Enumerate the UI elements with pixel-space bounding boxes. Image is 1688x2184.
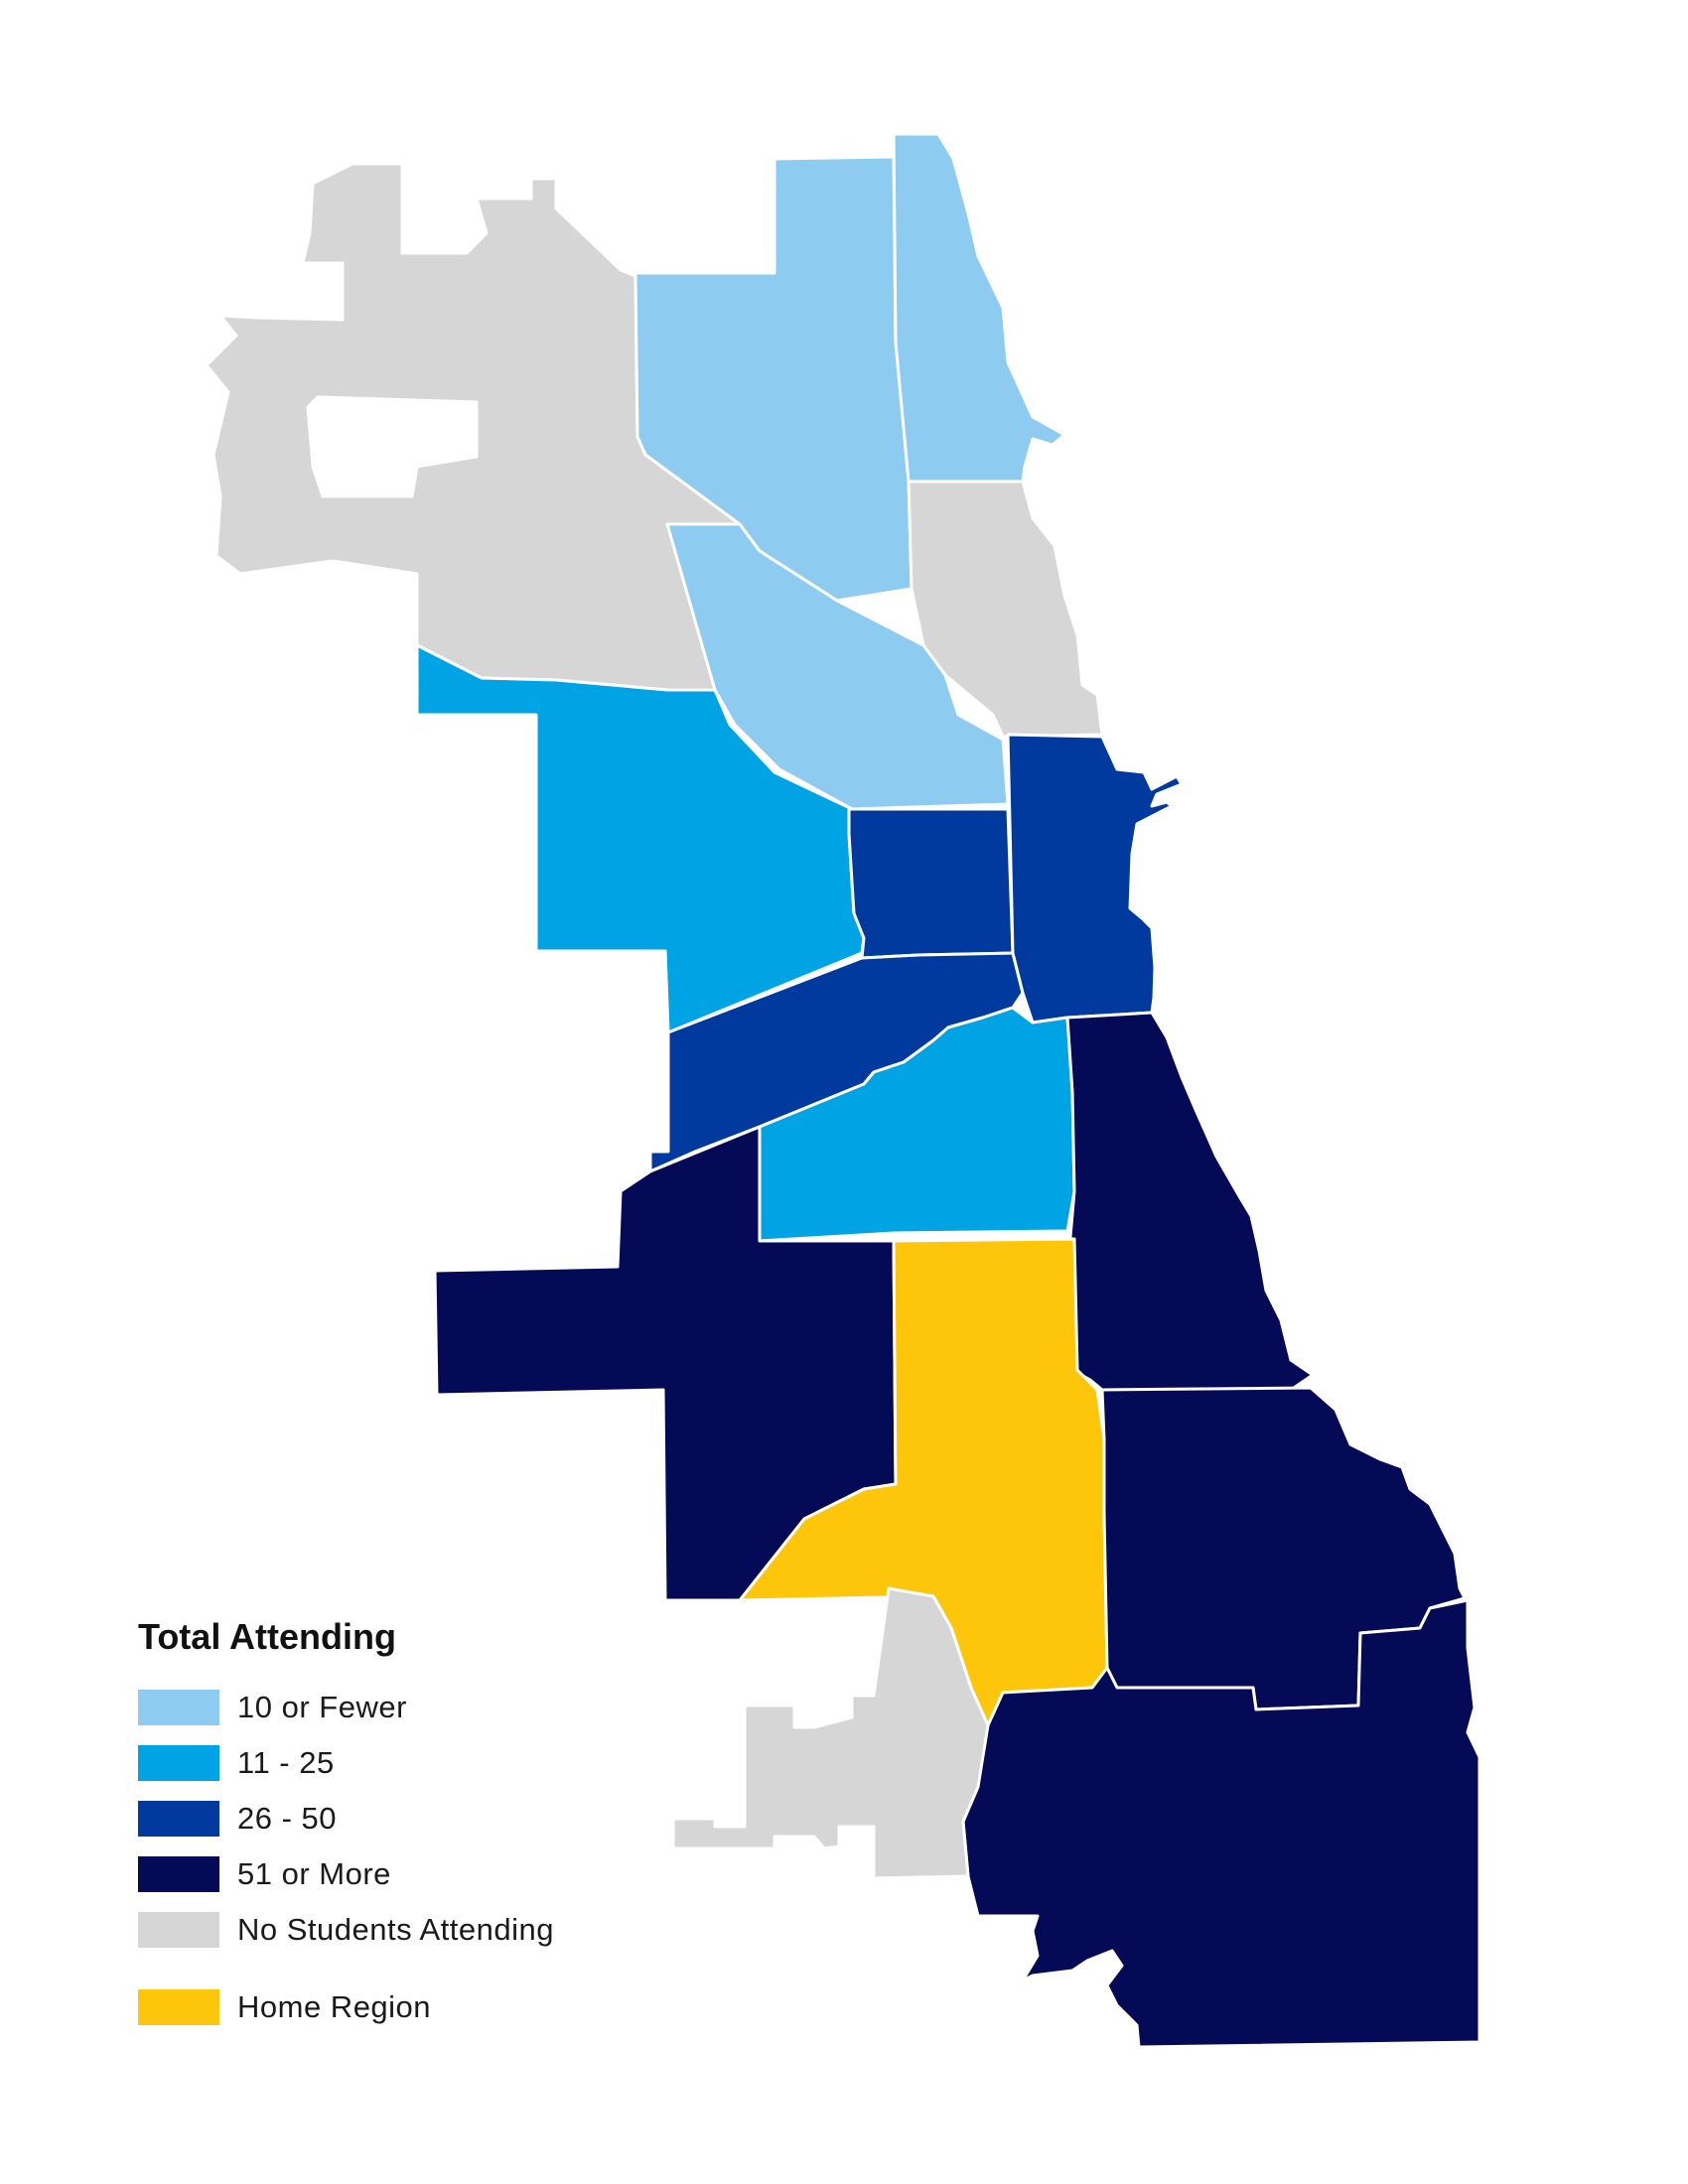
legend-swatch: [138, 1912, 219, 1948]
region-central-west: [847, 807, 1015, 960]
legend-label: 11 - 25: [237, 1745, 335, 1780]
region-northwest-diagonal: [665, 522, 1010, 811]
legend-title: Total Attending: [138, 1616, 396, 1657]
legend-swatch: [138, 1989, 219, 2025]
legend-swatch: [138, 1745, 219, 1781]
legend-item: 11 - 25: [138, 1735, 734, 1791]
region-south-lakefront: [1065, 1011, 1315, 1392]
legend-swatch: [138, 1856, 219, 1892]
legend-item: Home Region: [138, 1979, 734, 2035]
legend-label: 51 or More: [237, 1856, 391, 1891]
region-far-south: [961, 1598, 1481, 2049]
region-far-north-lakefront: [892, 132, 1066, 483]
region-near-south-west: [758, 1006, 1076, 1243]
legend-label: No Students Attending: [237, 1912, 555, 1947]
map-legend: Total Attending 10 or Fewer 11 - 25 26 -…: [138, 1616, 734, 2035]
legend-item: 10 or Fewer: [138, 1680, 734, 1735]
legend-item: No Students Attending: [138, 1902, 734, 1958]
legend-swatch: [138, 1801, 219, 1837]
legend-item: 26 - 50: [138, 1791, 734, 1846]
legend-swatch: [138, 1690, 219, 1725]
legend-label: 26 - 50: [237, 1801, 338, 1836]
legend-label: 10 or Fewer: [237, 1690, 407, 1724]
region-far-south-west: [671, 1586, 990, 1880]
legend-item: 51 or More: [138, 1846, 734, 1902]
legend-label: Home Region: [237, 1989, 432, 2024]
region-central-lakefront: [1006, 733, 1184, 1024]
